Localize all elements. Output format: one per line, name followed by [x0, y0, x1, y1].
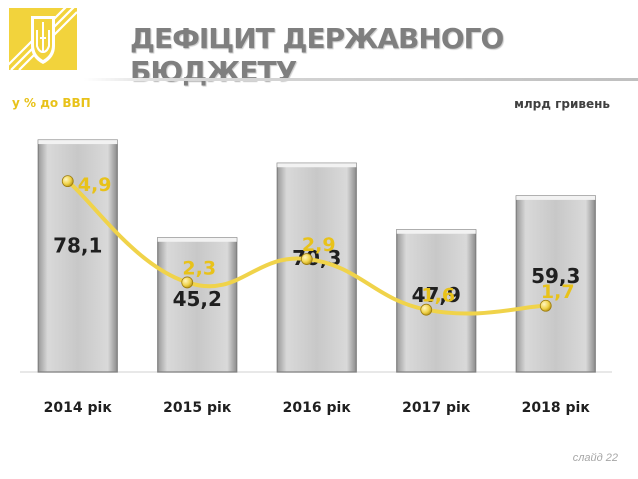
category-label: 2016 рік — [283, 400, 352, 416]
bar-top-highlight — [396, 229, 476, 234]
line-value-label: 1,6 — [421, 285, 455, 307]
bar-top-highlight — [38, 140, 118, 145]
category-label: 2017 рік — [402, 400, 471, 416]
bar-top-highlight — [277, 163, 357, 168]
bar-value-label: 47,9 — [412, 283, 461, 307]
slide-number: слайд 22 — [572, 452, 618, 464]
page-title: ДЕФІЦИТ ДЕРЖАВНОГО БЮДЖЕТУ — [130, 22, 504, 88]
line-axis-unit-label: у % до ВВП — [12, 96, 91, 110]
bar-value-label: 45,2 — [173, 287, 222, 311]
line-point — [300, 253, 313, 265]
bar-top-highlight — [516, 195, 596, 200]
line-value-label: 1,7 — [541, 281, 575, 303]
line-value-label: 2,3 — [182, 257, 216, 279]
line-value-label: 4,9 — [78, 174, 112, 196]
header-divider — [84, 78, 638, 81]
line-point — [539, 299, 552, 312]
bar-value-label: 78,1 — [53, 233, 102, 257]
line-value-label: 2,9 — [302, 234, 336, 256]
bar — [396, 229, 477, 373]
bar — [515, 195, 596, 373]
bar — [37, 139, 118, 373]
bar-value-label: 59,3 — [531, 264, 580, 288]
category-label: 2015 рік — [163, 400, 232, 416]
line-point — [181, 276, 194, 289]
bar-axis-unit-label: млрд гривень — [514, 97, 610, 111]
bar — [157, 237, 238, 373]
coat-of-arms-logo — [2, 1, 78, 71]
line-point — [420, 303, 433, 316]
category-label: 2018 рік — [522, 400, 591, 416]
line-point — [61, 175, 74, 188]
category-label: 2014 рік — [44, 400, 113, 416]
bar-top-highlight — [157, 237, 237, 242]
